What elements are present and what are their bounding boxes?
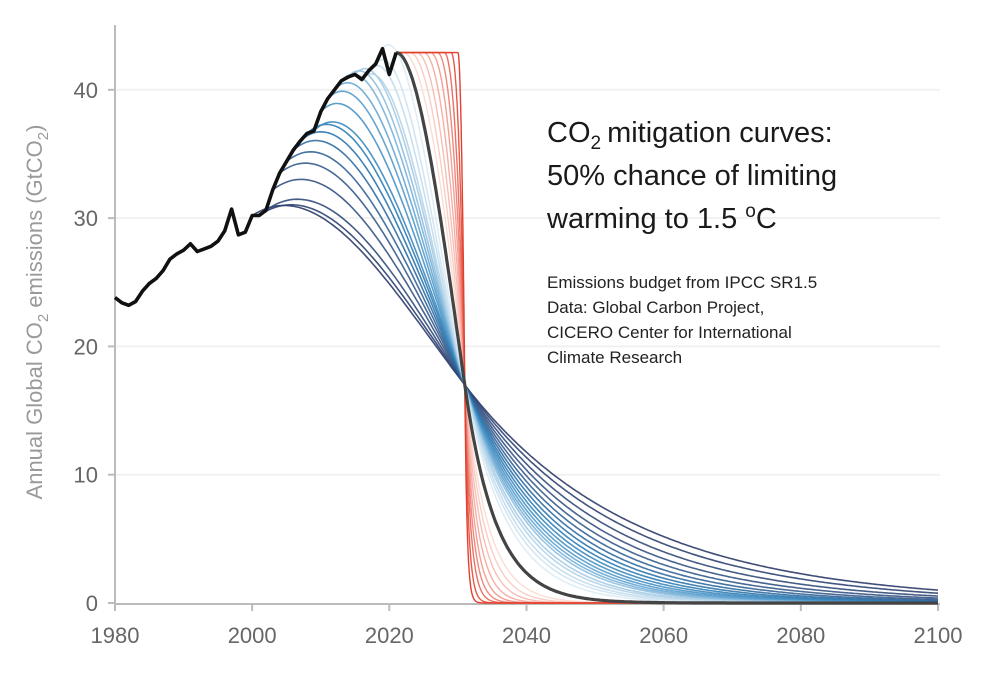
- y-tick-label: 0: [86, 591, 98, 616]
- x-tick-label: 2080: [776, 623, 825, 648]
- central-mitigation-curve: [395, 51, 938, 605]
- x-tick-label: 2100: [914, 623, 963, 648]
- x-tick-label: 2020: [365, 623, 414, 648]
- y-tick-label: 30: [74, 206, 98, 231]
- y-tick-label: 10: [74, 463, 98, 488]
- y-tick-label: 40: [74, 78, 98, 103]
- mitigation-curves: [113, 43, 939, 605]
- historical-emissions-line: [113, 46, 398, 308]
- svg-text:Emissions budget from IPCC SR1: Emissions budget from IPCC SR1.5: [547, 273, 817, 292]
- x-tick-label: 2040: [502, 623, 551, 648]
- chart-title: CO2 mitigation curves: 50% chance of limi…: [546, 117, 837, 235]
- svg-text:warming to 1.5 oC: warming to 1.5 oC: [546, 201, 777, 235]
- y-tick-label: 20: [74, 334, 98, 359]
- svg-text:Data: Global Carbon Project,: Data: Global Carbon Project,: [547, 298, 764, 317]
- svg-text:Climate Research: Climate Research: [547, 348, 682, 367]
- axis-ticks: 0 10 20 30 40 1980 2000 2020 2040 2060 2080 2100: [74, 78, 963, 648]
- x-tick-label: 1980: [91, 623, 140, 648]
- svg-text:50% chance of limiting: 50% chance of limiting: [547, 160, 837, 192]
- source-notes: Emissions budget from IPCC SR1.5 Data: G…: [547, 273, 817, 367]
- svg-text:CICERO Center for Internationa: CICERO Center for International: [547, 323, 792, 342]
- x-tick-label: 2060: [639, 623, 688, 648]
- y-axis-label: Annual Global CO2 emissions (GtCO2): [22, 125, 52, 500]
- x-tick-label: 2000: [228, 623, 277, 648]
- early-start-mitigation-curve: [272, 178, 939, 599]
